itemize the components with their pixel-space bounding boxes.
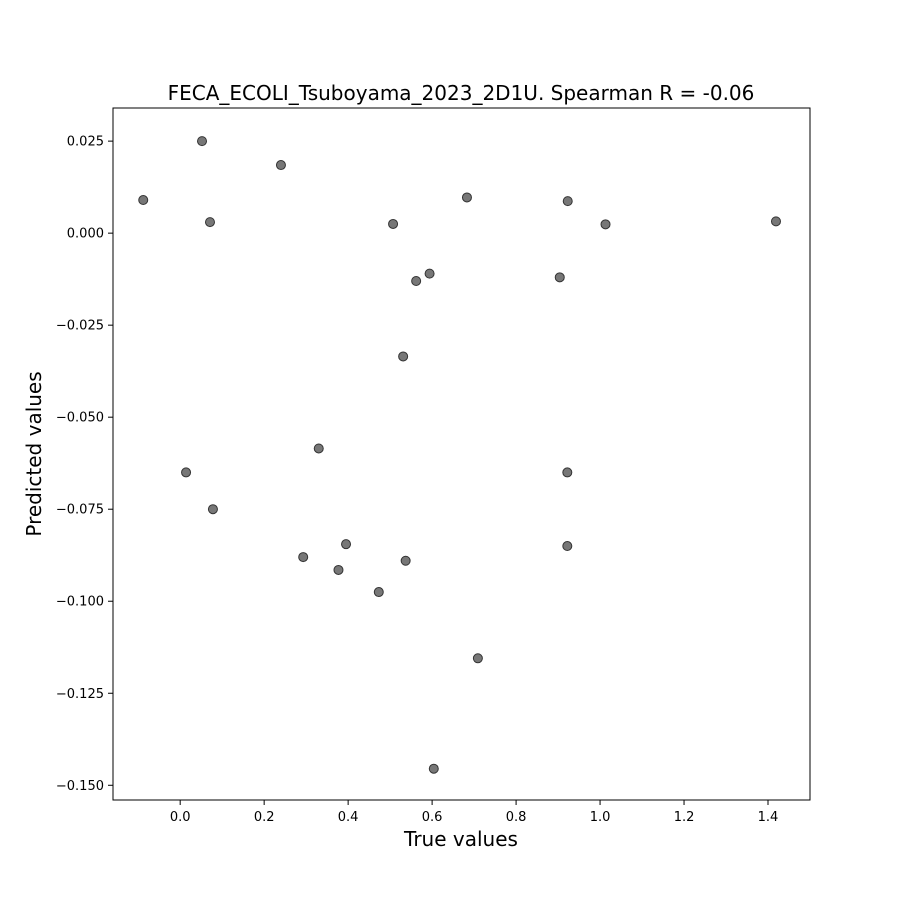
x-axis-label: True values — [403, 827, 518, 851]
data-point — [207, 504, 218, 515]
data-point — [138, 195, 149, 206]
data-point — [562, 196, 573, 207]
data-point — [411, 276, 422, 286]
x-tick-label: 1.2 — [674, 810, 695, 825]
data-point — [398, 351, 409, 362]
x-tick-label: 0.0 — [170, 810, 191, 825]
data-point — [333, 564, 344, 575]
data-point — [472, 653, 483, 664]
x-tick-label: 0.2 — [254, 810, 275, 825]
x-tick-label: 1.4 — [758, 810, 779, 825]
x-tick-label: 0.6 — [422, 810, 443, 825]
y-tick-label: −0.075 — [56, 503, 104, 518]
data-point — [275, 160, 286, 171]
data-point — [562, 467, 573, 478]
data-point — [341, 539, 352, 550]
data-point — [373, 587, 384, 598]
y-tick-label: −0.125 — [56, 687, 104, 702]
data-point — [204, 217, 215, 228]
x-tick-label: 0.8 — [506, 810, 527, 825]
y-tick-label: −0.150 — [56, 779, 104, 794]
x-tick-label: 1.0 — [590, 810, 611, 825]
y-axis-label: Predicted values — [22, 371, 46, 536]
y-tick-label: −0.025 — [56, 319, 104, 334]
data-point — [428, 763, 439, 774]
data-point — [388, 218, 399, 229]
data-point — [554, 272, 565, 283]
data-point — [424, 268, 435, 279]
data-point — [600, 219, 611, 230]
data-point — [298, 552, 309, 563]
data-point — [770, 216, 781, 227]
y-tick-label: −0.100 — [56, 595, 104, 610]
x-tick-label: 0.4 — [338, 810, 359, 825]
data-point — [181, 467, 192, 478]
y-tick-label: 0.025 — [67, 135, 104, 150]
data-point — [562, 541, 573, 552]
y-axis: 0.025 0.000 −0.025 −0.050 −0.075 −0.100 −0.125… — [56, 135, 113, 794]
data-point — [461, 192, 472, 203]
data-point — [197, 136, 208, 147]
y-tick-label: −0.050 — [56, 411, 104, 426]
data-point — [313, 443, 324, 454]
x-axis: 0.0 0.2 0.4 0.6 0.8 1.0 1.2 1.4 — [170, 800, 779, 825]
data-point — [400, 555, 411, 566]
plot-frame — [112, 107, 811, 801]
y-tick-label: 0.000 — [67, 227, 104, 242]
scatter-points — [138, 136, 781, 774]
chart-title: FECA_ECOLI_Tsuboyama_2023_2D1U. Spearman… — [168, 81, 755, 105]
